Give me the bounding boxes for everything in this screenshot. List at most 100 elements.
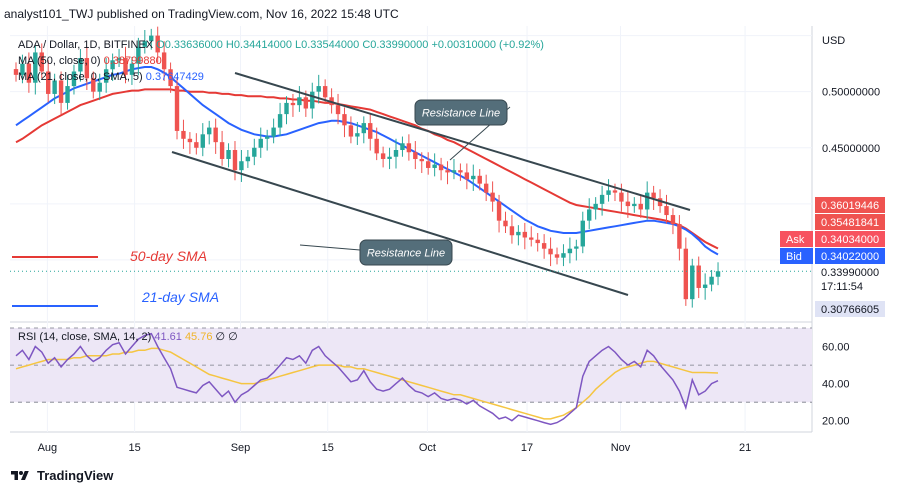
tradingview-logo-icon <box>11 470 29 480</box>
candle-body <box>174 86 180 131</box>
time-axis-label: 21 <box>739 442 751 454</box>
candle-body <box>496 201 502 221</box>
ohlc-field: O0.33636000 <box>156 39 226 51</box>
candle-body <box>39 52 44 72</box>
candle-body <box>715 271 721 277</box>
candle-body <box>464 172 470 180</box>
candle-body <box>277 114 283 128</box>
price-tag-bg <box>780 248 813 264</box>
candle-body <box>239 161 244 171</box>
candle-body <box>535 239 540 244</box>
candle-body <box>264 136 270 139</box>
candle-body <box>91 78 96 92</box>
rsi-axis-label: 20.00 <box>822 416 850 428</box>
candle-body <box>638 203 643 210</box>
rsi-axis-label: 60.00 <box>822 342 850 354</box>
candle-body <box>168 69 173 87</box>
time-axis-label: Nov <box>611 442 631 454</box>
candle-body <box>187 138 193 143</box>
candle-body <box>155 35 160 53</box>
candle-body <box>670 215 676 225</box>
candle-body <box>232 150 238 171</box>
candle-body <box>52 80 57 94</box>
candle-body <box>226 150 231 159</box>
sma50-legend-label: 50-day SMA <box>130 248 207 264</box>
candle-body <box>284 102 289 115</box>
candle-body <box>438 164 444 171</box>
candle-body <box>426 161 431 168</box>
candle-body <box>651 192 656 199</box>
candle-body <box>142 41 148 47</box>
price-marker-bg <box>815 278 885 294</box>
candle-body <box>432 164 437 168</box>
candle-body <box>529 237 534 240</box>
ohlc-field: +0.00310000 (+0.92%) <box>431 39 544 51</box>
candle-body <box>683 248 689 300</box>
candle-body <box>445 170 450 173</box>
candle-body <box>400 143 405 151</box>
candle-body <box>587 209 592 221</box>
candle-body <box>342 114 347 126</box>
candle-body <box>310 91 315 109</box>
time-axis-label: Aug <box>38 442 58 454</box>
candle-body <box>490 192 495 202</box>
resistance-callout-lower-box <box>359 239 453 266</box>
ohlc-field: H0.34414000 <box>226 39 295 51</box>
candle-body <box>451 170 457 173</box>
candle-body <box>194 142 199 148</box>
ma50-legend-name: MA (50, close, 0) <box>18 55 104 67</box>
rsi-legend-extra: ∅ ∅ <box>216 331 238 343</box>
candle-body <box>387 156 392 159</box>
candle-body <box>599 194 605 204</box>
resistance-line-lower <box>171 151 629 296</box>
candle-body <box>200 134 205 148</box>
candle-body <box>419 158 424 162</box>
resistance-callout-upper-box <box>414 99 508 126</box>
price-marker: 0.35481841 <box>815 214 885 230</box>
candle-body <box>554 254 560 258</box>
candle-body <box>374 138 379 154</box>
rsi-line <box>15 332 719 426</box>
candle-body <box>644 192 650 210</box>
candle-body <box>13 69 19 75</box>
ma21-legend-value: 0.37647429 <box>146 71 204 83</box>
price-marker-label: 0.34034000 <box>821 234 879 246</box>
price-marker: 0.34034000 Ask <box>780 231 885 247</box>
candle-body <box>84 58 90 79</box>
candle-body <box>574 246 579 249</box>
price-marker-bg <box>815 264 885 280</box>
ohlc-field: C0.33990000 <box>362 39 431 51</box>
candle-body <box>252 147 257 157</box>
candle-body <box>561 253 566 258</box>
price-tag-label: Ask <box>786 234 805 246</box>
tradingview-footer[interactable]: TradingView <box>8 468 113 483</box>
candle-body <box>657 198 663 207</box>
price-marker-bg <box>815 214 885 230</box>
candle-body <box>458 170 463 173</box>
candle-body <box>361 123 366 134</box>
price-axis-label: 0.45000000 <box>822 143 880 155</box>
candle-body <box>471 175 476 180</box>
candle-body <box>677 224 682 249</box>
candle-body <box>110 60 115 70</box>
candle-body <box>348 125 354 137</box>
candle-body <box>477 175 482 184</box>
rsi-legend-name: RSI (14, close, SMA, 14, 2) <box>18 331 154 343</box>
candle-body <box>567 248 573 254</box>
price-marker-label: 0.34022000 <box>821 251 879 263</box>
candle-body <box>207 127 212 135</box>
candle-body <box>355 133 360 137</box>
candle-body <box>393 150 399 157</box>
price-marker: 17:11:54 <box>815 278 885 294</box>
price-marker-label: 0.36019446 <box>821 200 879 212</box>
candle-body <box>136 46 141 64</box>
candle-body <box>335 105 341 115</box>
ohlc-field: ADA / Dollar, 1D, BITFINEX <box>18 39 156 51</box>
candle-body <box>219 142 225 159</box>
publisher-line: analyst101_TWJ published on TradingView.… <box>4 7 399 21</box>
price-marker: 0.34022000 Bid <box>780 248 885 264</box>
ma21-legend: MA (21, close, 0, SMA, 5) 0.37647429 <box>18 71 204 83</box>
candle-body <box>619 192 624 202</box>
candle-body <box>71 71 77 87</box>
